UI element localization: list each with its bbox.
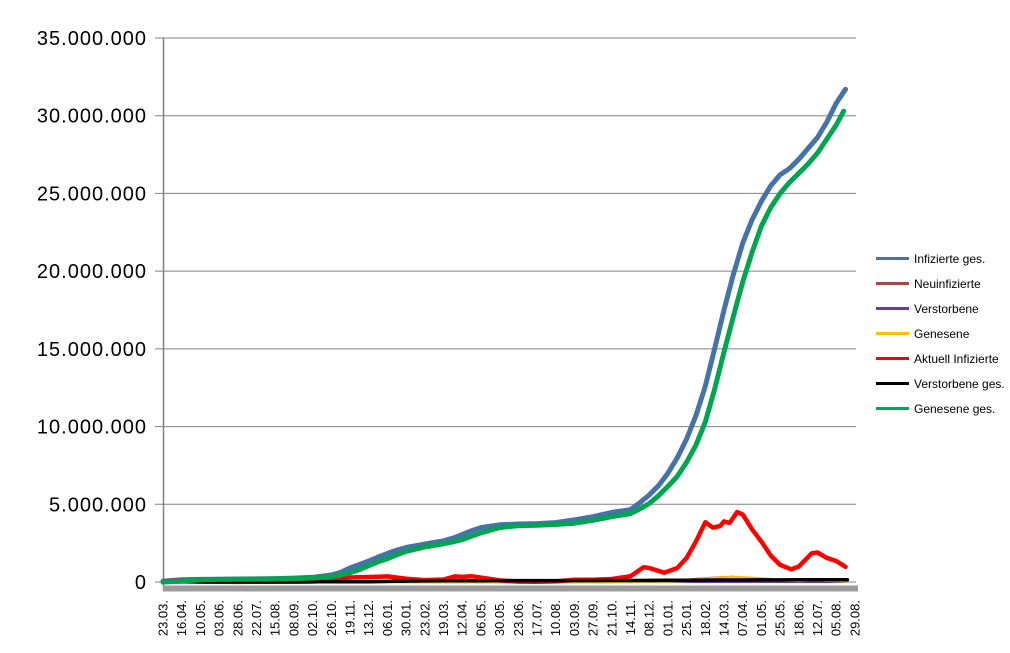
- x-tick-label: 26.10.: [324, 600, 339, 636]
- series-line-genesene-ges: [160, 108, 847, 585]
- x-tick-label: 28.06.: [230, 600, 245, 636]
- x-tick-label: 06.05.: [473, 600, 488, 636]
- x-tick-label: 17.07.: [530, 600, 545, 636]
- x-tick-label: 14.11.: [623, 600, 638, 635]
- x-tick-label: 29.08.: [847, 600, 862, 636]
- x-tick-label: 03.06.: [212, 600, 227, 636]
- legend-label: Verstorbene ges.: [914, 376, 1005, 391]
- y-tick-label: 0: [135, 572, 147, 594]
- legend-item: Aktuell Infizierte: [876, 346, 1005, 371]
- y-tick-label: 30.000.000: [37, 106, 147, 128]
- x-tick-label: 23.03.: [156, 600, 171, 636]
- y-tick-label: 15.000.000: [37, 339, 147, 361]
- x-tick-label: 21.10.: [604, 600, 619, 636]
- legend-label: Neuinfizierte: [914, 276, 981, 291]
- x-tick-label: 14.03.: [717, 600, 732, 636]
- legend-item: Genesene ges.: [876, 396, 1005, 421]
- y-tick-label: 10.000.000: [37, 417, 147, 439]
- legend-label: Genesene ges.: [914, 401, 996, 416]
- legend-swatch-infizierte-ges: [876, 257, 909, 260]
- x-tick-label: 19.11.: [343, 600, 358, 635]
- legend-label: Infizierte ges.: [914, 251, 986, 266]
- x-tick-label: 27.09.: [586, 600, 601, 636]
- x-tick-label: 08.09.: [286, 600, 301, 636]
- x-tick-label: 23.02.: [417, 600, 432, 636]
- x-tick-label: 03.09.: [567, 600, 582, 636]
- x-tick-label: 19.03.: [436, 600, 451, 636]
- y-tick-label: 20.000.000: [37, 261, 147, 283]
- x-tick-label: 05.08.: [829, 600, 844, 636]
- legend-label: Genesene: [914, 326, 970, 341]
- series-line-verstorbene-ges: [161, 577, 850, 584]
- x-tick-label: 06.01.: [380, 600, 395, 636]
- legend-item: Infizierte ges.: [876, 246, 1005, 271]
- legend-swatch-aktuell-infizierte: [876, 357, 909, 360]
- y-tick-label: 5.000.000: [49, 494, 147, 516]
- x-tick-label: 18.06.: [791, 600, 806, 636]
- legend-item: Verstorbene ges.: [876, 371, 1005, 396]
- legend-label: Aktuell Infizierte: [914, 351, 999, 366]
- y-tick-label: 25.000.000: [37, 183, 147, 205]
- x-tick-label: 18.02.: [698, 600, 713, 636]
- legend-swatch-verstorbene-ges: [876, 382, 909, 385]
- legend-swatch-genesene-ges: [876, 407, 909, 410]
- x-tick-label: 02.10.: [305, 600, 320, 636]
- x-tick-label: 01.01.: [660, 600, 675, 636]
- x-axis-bar: [163, 585, 858, 592]
- x-tick-label: 12.07.: [810, 600, 825, 636]
- x-tick-label: 01.05.: [754, 600, 769, 636]
- x-tick-label: 13.12.: [361, 600, 376, 636]
- x-tick-label: 07.04.: [735, 600, 750, 636]
- legend-item: Genesene: [876, 321, 1005, 346]
- legend-item: Neuinfizierte: [876, 271, 1005, 296]
- legend: Infizierte ges. Neuinfizierte Verstorben…: [876, 246, 1005, 421]
- legend-item: Verstorbene: [876, 296, 1005, 321]
- series-line-infizierte-ges: [160, 86, 848, 584]
- x-tick-label: 12.04.: [455, 600, 470, 636]
- x-tick-label: 30.05.: [492, 600, 507, 636]
- x-tick-label: 16.04.: [174, 600, 189, 636]
- x-tick-label: 10.05.: [193, 600, 208, 636]
- x-tick-label: 08.12.: [642, 600, 657, 636]
- legend-label: Verstorbene: [914, 301, 979, 316]
- x-tick-label: 10.08.: [548, 600, 563, 636]
- x-tick-label: 25.05.: [773, 600, 788, 636]
- x-tick-label: 25.01.: [679, 600, 694, 636]
- legend-swatch-neuinfizierte: [876, 282, 909, 285]
- legend-swatch-genesene: [876, 332, 909, 335]
- x-tick-label: 23.06.: [511, 600, 526, 636]
- legend-swatch-verstorbene: [876, 307, 909, 310]
- x-tick-label: 15.08.: [268, 600, 283, 636]
- y-tick-label: 35.000.000: [37, 28, 147, 50]
- x-tick-label: 30.01.: [399, 600, 414, 636]
- x-tick-label: 22.07.: [249, 600, 264, 636]
